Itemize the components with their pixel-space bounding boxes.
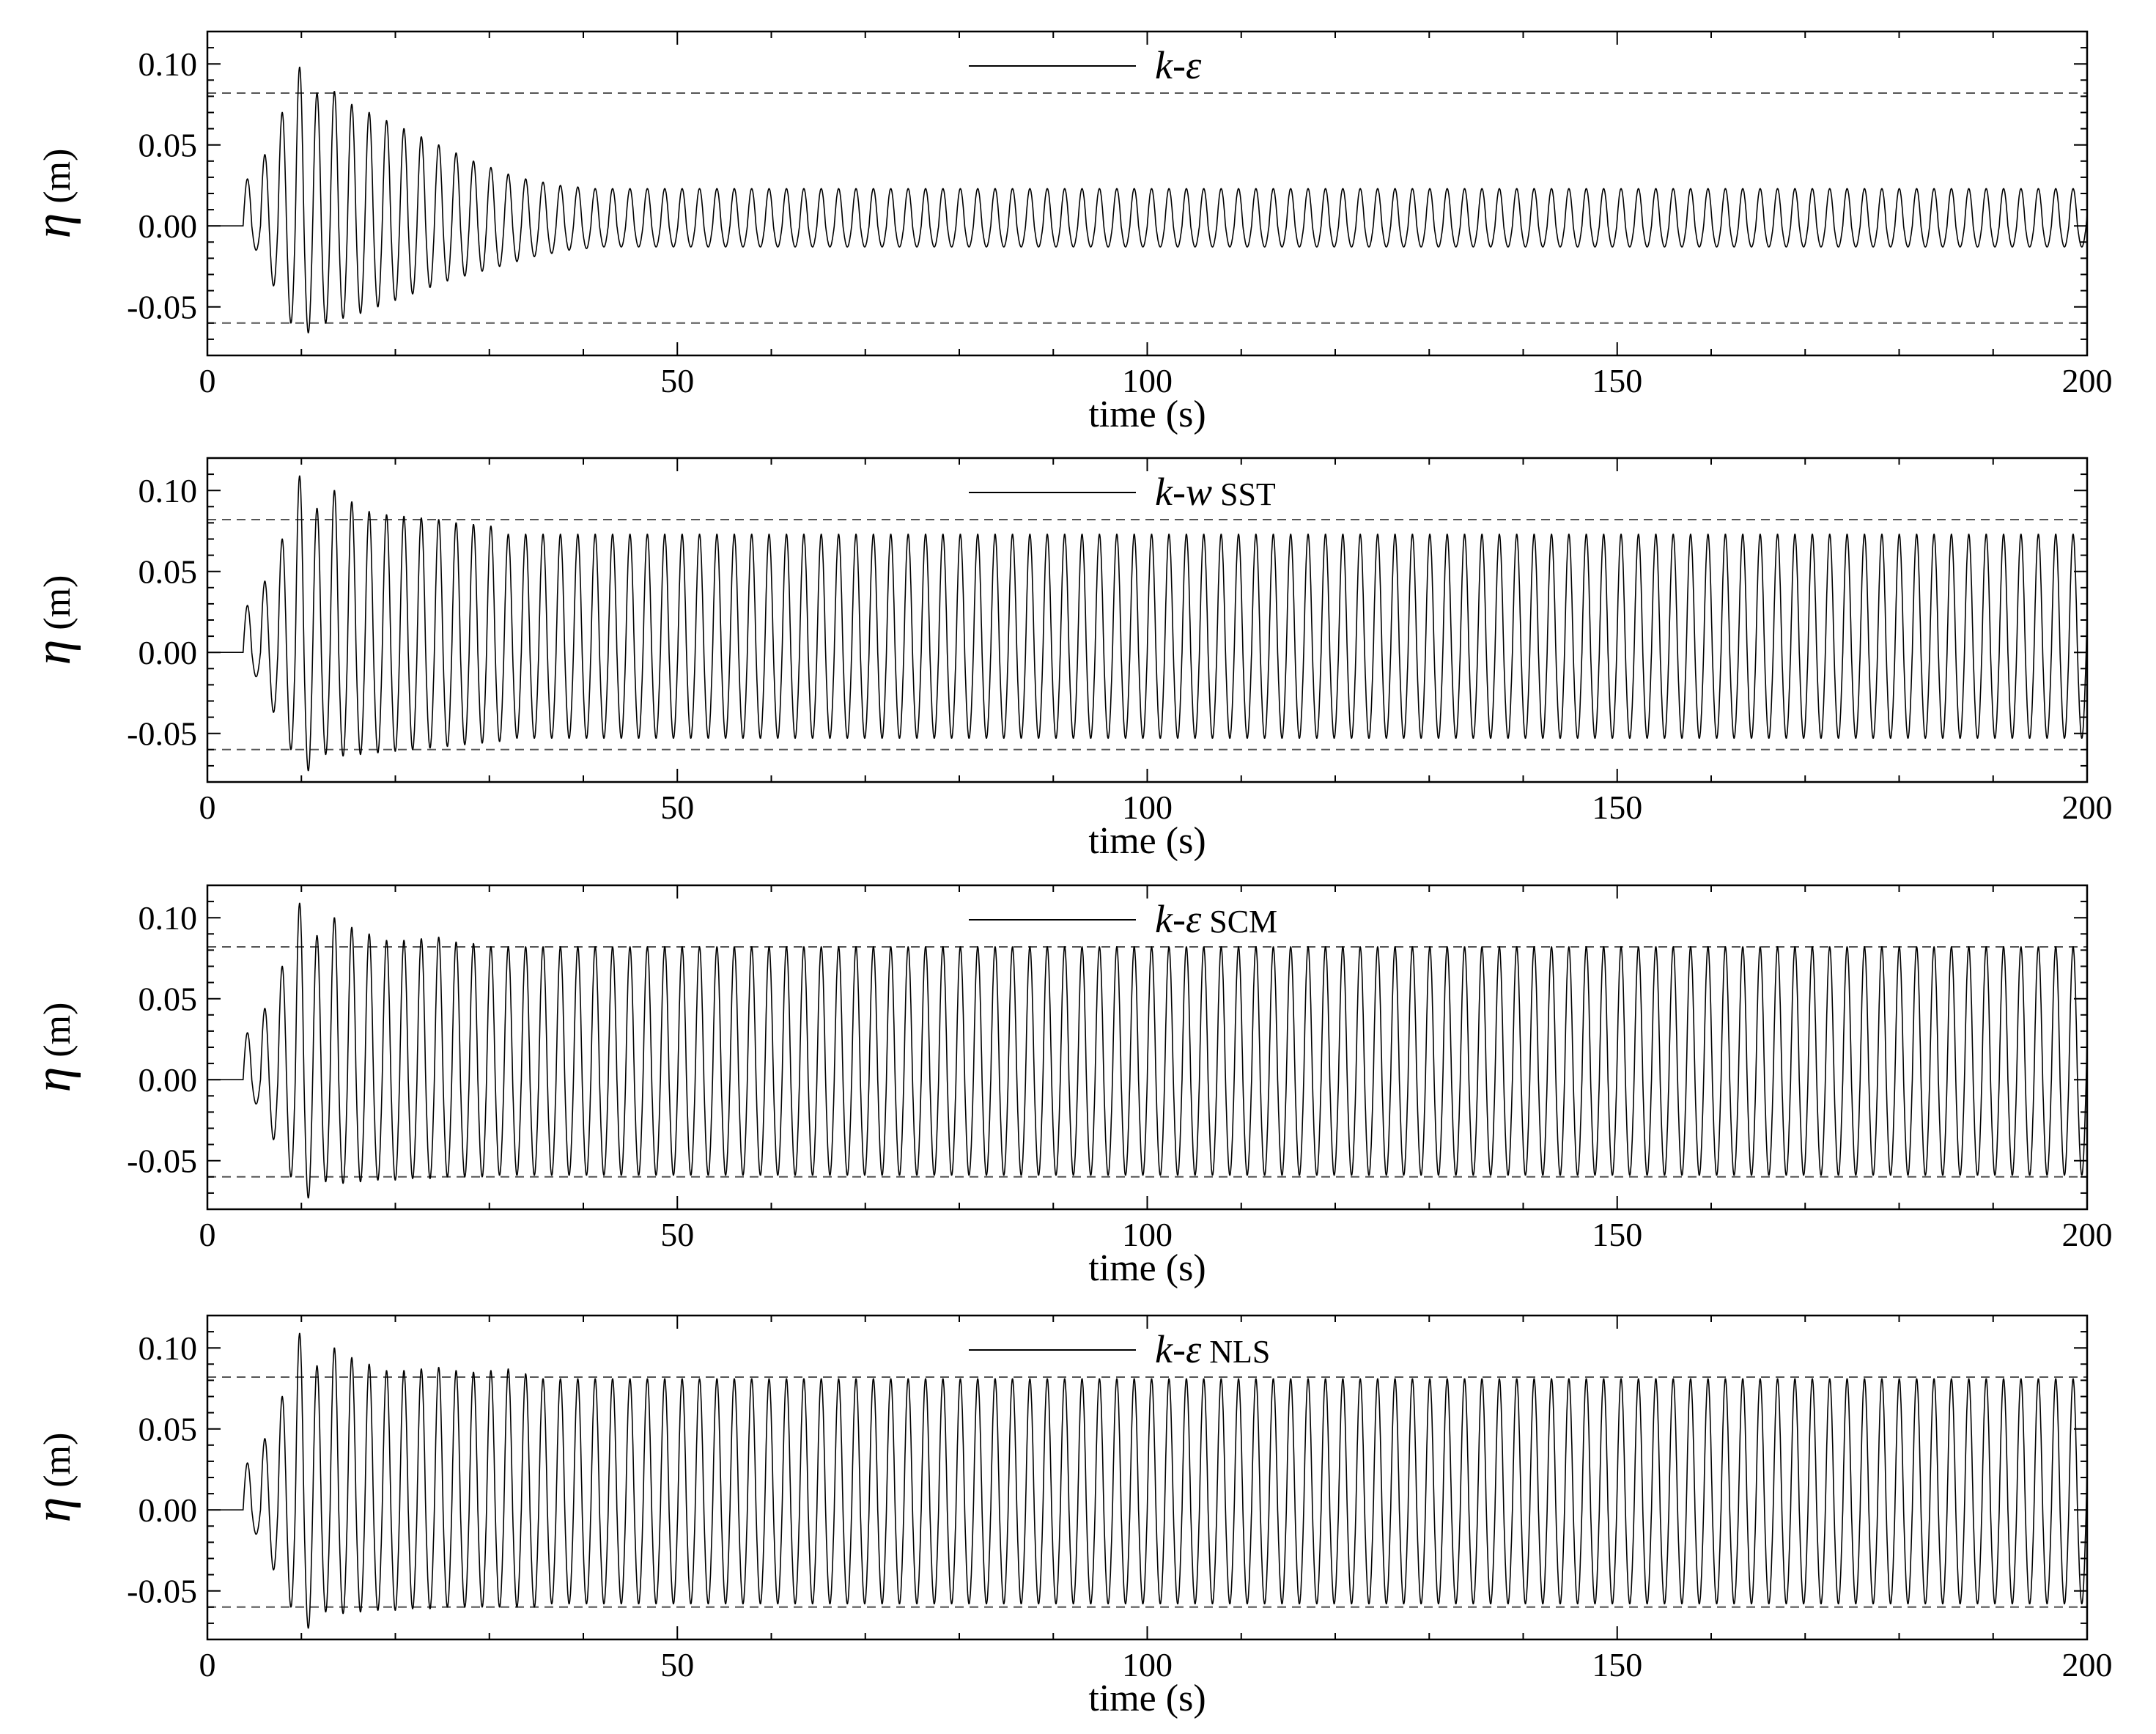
x-tick-label: 200	[2062, 362, 2113, 399]
legend-label: k-ε SCM	[1155, 897, 1277, 941]
x-axis-label: time (s)	[1088, 1247, 1206, 1289]
y-tick-label: 0.00	[139, 1061, 198, 1099]
x-tick-label: 150	[1592, 362, 1642, 399]
x-tick-label: 200	[2062, 1646, 2113, 1683]
series-line	[207, 1332, 2087, 1629]
x-tick-label: 150	[1592, 1216, 1642, 1253]
y-tick-label: 0.05	[139, 981, 198, 1018]
chart-panel-4: 0 50 100 150 200 -0.05 0.00 0.05 0.10 time (s) η (…	[25, 1314, 2113, 1719]
x-tick-label: 0	[199, 362, 216, 399]
y-axis-label: η (m)	[25, 149, 81, 239]
x-tick-label: 0	[199, 1646, 216, 1683]
legend-label: k-w SST	[1155, 470, 1276, 514]
y-tick-label: 0.05	[139, 553, 198, 591]
x-tick-label: 150	[1592, 789, 1642, 826]
legend-label: k-ε NLS	[1155, 1327, 1270, 1371]
y-tick-label: 0.00	[139, 1491, 198, 1529]
x-tick-label: 100	[1122, 789, 1173, 826]
x-tick-label: 100	[1122, 1646, 1173, 1683]
x-tick-label: 50	[660, 789, 694, 826]
series-line	[207, 475, 2087, 772]
x-tick-label: 50	[660, 1216, 694, 1253]
y-tick-label: 0.05	[139, 127, 198, 164]
y-tick-label: 0.10	[139, 1329, 198, 1367]
x-tick-label: 0	[199, 1216, 216, 1253]
chart-panel-2: 0 50 100 150 200 -0.05 0.00 0.05 0.10 time (s) η (…	[25, 457, 2113, 862]
x-axis-label: time (s)	[1088, 394, 1206, 435]
chart-panel-1: 0 50 100 150 200 -0.05 0.00 0.05 0.10 time (s) η (…	[25, 30, 2113, 435]
y-tick-label: 0.10	[139, 45, 198, 83]
x-axis-label: time (s)	[1088, 1678, 1206, 1719]
x-tick-label: 50	[660, 362, 694, 399]
x-tick-label: 100	[1122, 1216, 1173, 1253]
y-axis-label: η (m)	[25, 1003, 81, 1093]
x-tick-label: 200	[2062, 1216, 2113, 1253]
x-axis-label: time (s)	[1088, 820, 1206, 862]
y-tick-label: -0.05	[127, 289, 197, 326]
x-tick-label: 0	[199, 789, 216, 826]
y-tick-label: 0.10	[139, 472, 198, 509]
y-axis-label: η (m)	[25, 575, 81, 665]
y-tick-label: 0.00	[139, 634, 198, 671]
x-tick-label: 150	[1592, 1646, 1642, 1683]
x-tick-label: 200	[2062, 789, 2113, 826]
legend-label: k-ε	[1155, 43, 1202, 87]
y-tick-label: -0.05	[127, 1143, 197, 1180]
x-tick-label: 50	[660, 1646, 694, 1683]
y-tick-label: -0.05	[127, 1573, 197, 1610]
series-line	[207, 902, 2087, 1199]
series-line	[207, 67, 2087, 333]
y-tick-label: 0.05	[139, 1411, 198, 1448]
y-tick-label: 0.00	[139, 207, 198, 245]
chart-panel-3: 0 50 100 150 200 -0.05 0.00 0.05 0.10 time (s) η (…	[25, 884, 2113, 1289]
x-tick-label: 100	[1122, 362, 1173, 399]
y-axis-label: η (m)	[25, 1433, 81, 1523]
y-tick-label: -0.05	[127, 715, 197, 753]
y-tick-label: 0.10	[139, 899, 198, 937]
